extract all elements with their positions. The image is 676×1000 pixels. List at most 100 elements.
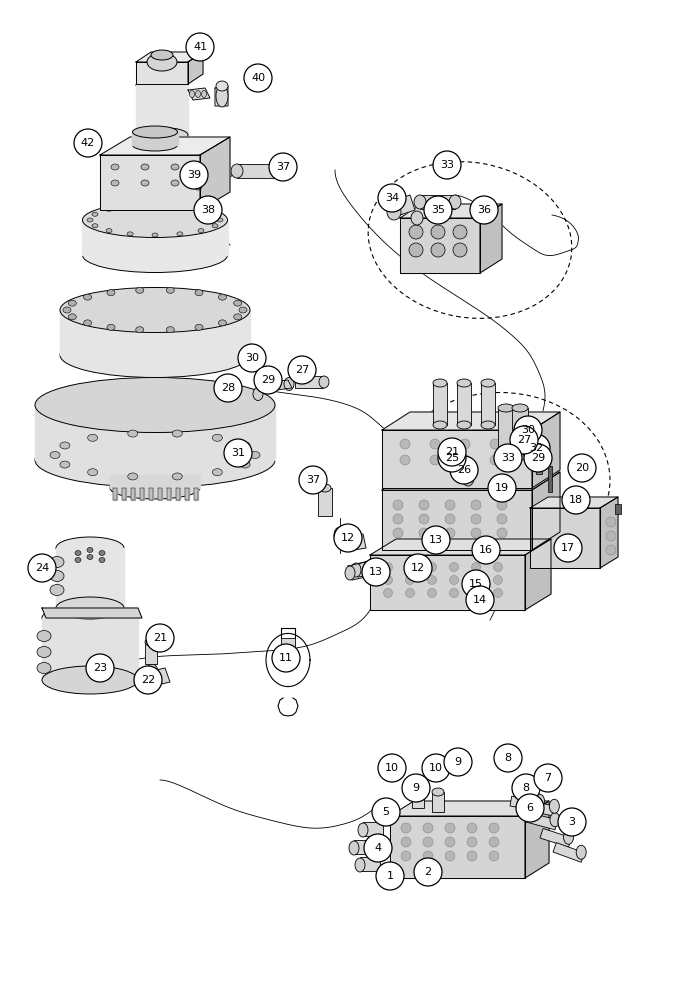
Ellipse shape: [498, 452, 514, 460]
Ellipse shape: [253, 387, 263, 400]
Text: 41: 41: [193, 42, 207, 52]
Text: 35: 35: [431, 205, 445, 215]
Ellipse shape: [471, 500, 481, 510]
Polygon shape: [382, 490, 532, 550]
Ellipse shape: [171, 164, 179, 170]
Ellipse shape: [234, 314, 242, 320]
Ellipse shape: [35, 432, 275, 488]
Polygon shape: [272, 380, 292, 390]
Polygon shape: [390, 816, 525, 878]
Circle shape: [404, 554, 432, 582]
Ellipse shape: [500, 452, 510, 464]
Polygon shape: [600, 497, 618, 568]
Polygon shape: [530, 497, 618, 508]
Ellipse shape: [217, 218, 223, 222]
Circle shape: [516, 794, 544, 822]
Text: 30: 30: [245, 353, 259, 363]
Ellipse shape: [107, 290, 115, 296]
Ellipse shape: [60, 332, 250, 377]
Ellipse shape: [427, 588, 437, 597]
Ellipse shape: [111, 180, 119, 186]
Circle shape: [378, 754, 406, 782]
Ellipse shape: [107, 324, 115, 330]
Circle shape: [422, 526, 450, 554]
Ellipse shape: [406, 576, 414, 584]
Circle shape: [224, 439, 252, 467]
Bar: [360, 857, 380, 871]
Polygon shape: [215, 86, 228, 106]
Ellipse shape: [427, 562, 437, 572]
Ellipse shape: [212, 434, 222, 441]
Ellipse shape: [401, 837, 411, 847]
Ellipse shape: [195, 91, 201, 98]
Bar: [281, 638, 295, 650]
Circle shape: [512, 774, 540, 802]
Ellipse shape: [218, 294, 226, 300]
Ellipse shape: [401, 851, 411, 861]
Ellipse shape: [272, 164, 284, 178]
Text: 5: 5: [383, 807, 389, 817]
Bar: [412, 788, 424, 808]
Ellipse shape: [489, 837, 499, 847]
Ellipse shape: [99, 558, 105, 562]
Ellipse shape: [111, 164, 119, 170]
Ellipse shape: [400, 455, 410, 465]
Ellipse shape: [471, 514, 481, 524]
Bar: [363, 822, 383, 836]
Circle shape: [450, 456, 478, 484]
Text: 25: 25: [445, 453, 459, 463]
Text: 33: 33: [501, 453, 515, 463]
Ellipse shape: [87, 554, 93, 560]
Ellipse shape: [400, 439, 410, 449]
Circle shape: [134, 666, 162, 694]
Ellipse shape: [449, 195, 461, 209]
Ellipse shape: [393, 500, 403, 510]
Text: 37: 37: [306, 475, 320, 485]
Circle shape: [494, 744, 522, 772]
Text: 27: 27: [295, 365, 309, 375]
Ellipse shape: [87, 218, 93, 222]
Circle shape: [288, 356, 316, 384]
Text: 34: 34: [385, 193, 399, 203]
Circle shape: [194, 196, 222, 224]
Ellipse shape: [63, 307, 71, 313]
Ellipse shape: [60, 442, 70, 449]
Ellipse shape: [106, 207, 112, 211]
Ellipse shape: [349, 841, 359, 855]
Ellipse shape: [240, 442, 250, 449]
Bar: [540, 828, 572, 847]
Ellipse shape: [88, 469, 97, 476]
Ellipse shape: [212, 212, 218, 216]
Ellipse shape: [259, 370, 271, 385]
Polygon shape: [400, 204, 502, 218]
Ellipse shape: [493, 562, 502, 572]
Ellipse shape: [99, 550, 105, 556]
Bar: [510, 796, 541, 811]
Polygon shape: [56, 548, 124, 608]
Polygon shape: [370, 555, 525, 610]
Ellipse shape: [423, 837, 433, 847]
Ellipse shape: [132, 126, 178, 138]
Ellipse shape: [172, 473, 183, 480]
Polygon shape: [188, 52, 203, 84]
Circle shape: [424, 196, 452, 224]
Text: 37: 37: [276, 162, 290, 172]
Polygon shape: [382, 430, 532, 488]
Ellipse shape: [393, 514, 403, 524]
Polygon shape: [110, 475, 200, 488]
Ellipse shape: [110, 477, 200, 499]
Circle shape: [414, 858, 442, 886]
Ellipse shape: [195, 324, 203, 330]
Ellipse shape: [216, 81, 228, 91]
Text: 24: 24: [35, 563, 49, 573]
Polygon shape: [35, 405, 275, 460]
Ellipse shape: [128, 430, 138, 437]
Ellipse shape: [419, 528, 429, 538]
Polygon shape: [185, 488, 189, 500]
Text: 21: 21: [153, 633, 167, 643]
Ellipse shape: [467, 823, 477, 833]
Bar: [512, 408, 528, 456]
Text: 14: 14: [473, 595, 487, 605]
Ellipse shape: [212, 224, 218, 228]
Text: 18: 18: [569, 495, 583, 505]
